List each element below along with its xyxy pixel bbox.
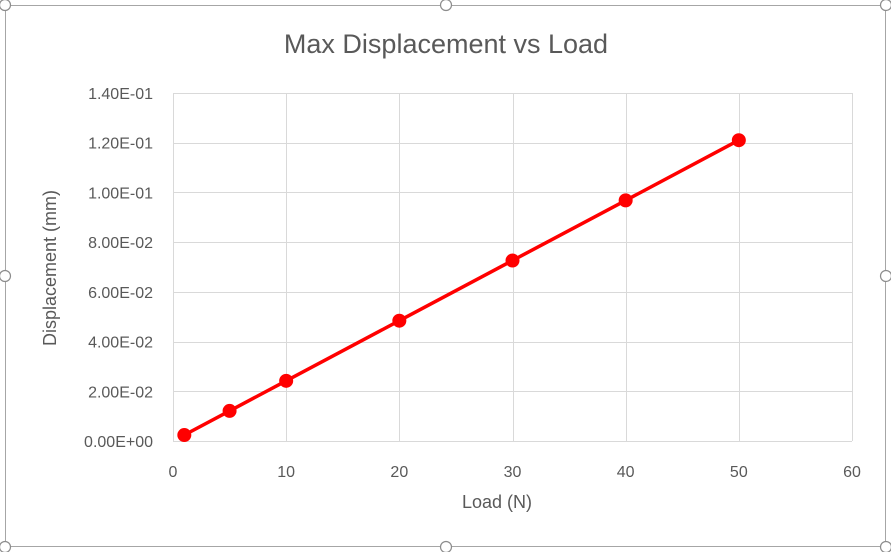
data-point-marker[interactable] (505, 253, 520, 268)
y-tick-label: 1.20E-01 (88, 136, 153, 153)
resize-handle-top-right[interactable] (879, 0, 891, 12)
y-tick-label: 1.00E-01 (88, 185, 153, 202)
x-tick-label: 40 (617, 464, 635, 481)
resize-handle-bottom-center[interactable] (439, 540, 453, 552)
x-tick-label: 60 (843, 464, 861, 481)
x-tick-label: 50 (730, 464, 748, 481)
x-axis-title: Load (N) (462, 492, 532, 512)
y-tick-label: 6.00E-02 (88, 285, 153, 302)
data-point-marker[interactable] (222, 403, 237, 418)
data-point-marker[interactable] (731, 133, 746, 148)
y-tick-label: 0.00E+00 (84, 434, 153, 451)
x-tick-label: 20 (390, 464, 408, 481)
resize-handle-bottom-right[interactable] (879, 540, 891, 552)
y-tick-label: 2.00E-02 (88, 384, 153, 401)
data-point-marker[interactable] (279, 373, 294, 388)
x-tick-label: 0 (169, 464, 178, 481)
data-point-marker[interactable] (177, 428, 192, 443)
resize-handle-bottom-left[interactable] (0, 540, 12, 552)
resize-handle-middle-left[interactable] (0, 269, 12, 283)
chart-title: Max Displacement vs Load (284, 29, 608, 59)
y-axis-title: Displacement (mm) (40, 190, 60, 346)
y-tick-label: 1.40E-01 (88, 86, 153, 103)
x-tick-label: 30 (504, 464, 522, 481)
chart-border (5, 5, 886, 547)
y-tick-label: 4.00E-02 (88, 335, 153, 352)
plot-series[interactable] (177, 133, 746, 443)
data-point-marker[interactable] (392, 313, 407, 328)
resize-handle-top-left[interactable] (0, 0, 12, 12)
x-tick-label: 10 (277, 464, 295, 481)
resize-handle-top-center[interactable] (439, 0, 453, 12)
data-point-marker[interactable] (618, 193, 633, 208)
y-axis-tick-labels: 0.00E+00 2.00E-02 4.00E-02 6.00E-02 8.00E-02… (84, 86, 153, 451)
x-axis-tick-labels: 0 10 20 30 40 50 60 (169, 464, 861, 481)
y-tick-label: 8.00E-02 (88, 235, 153, 252)
gridlines (173, 93, 853, 442)
resize-handle-middle-right[interactable] (879, 269, 891, 283)
